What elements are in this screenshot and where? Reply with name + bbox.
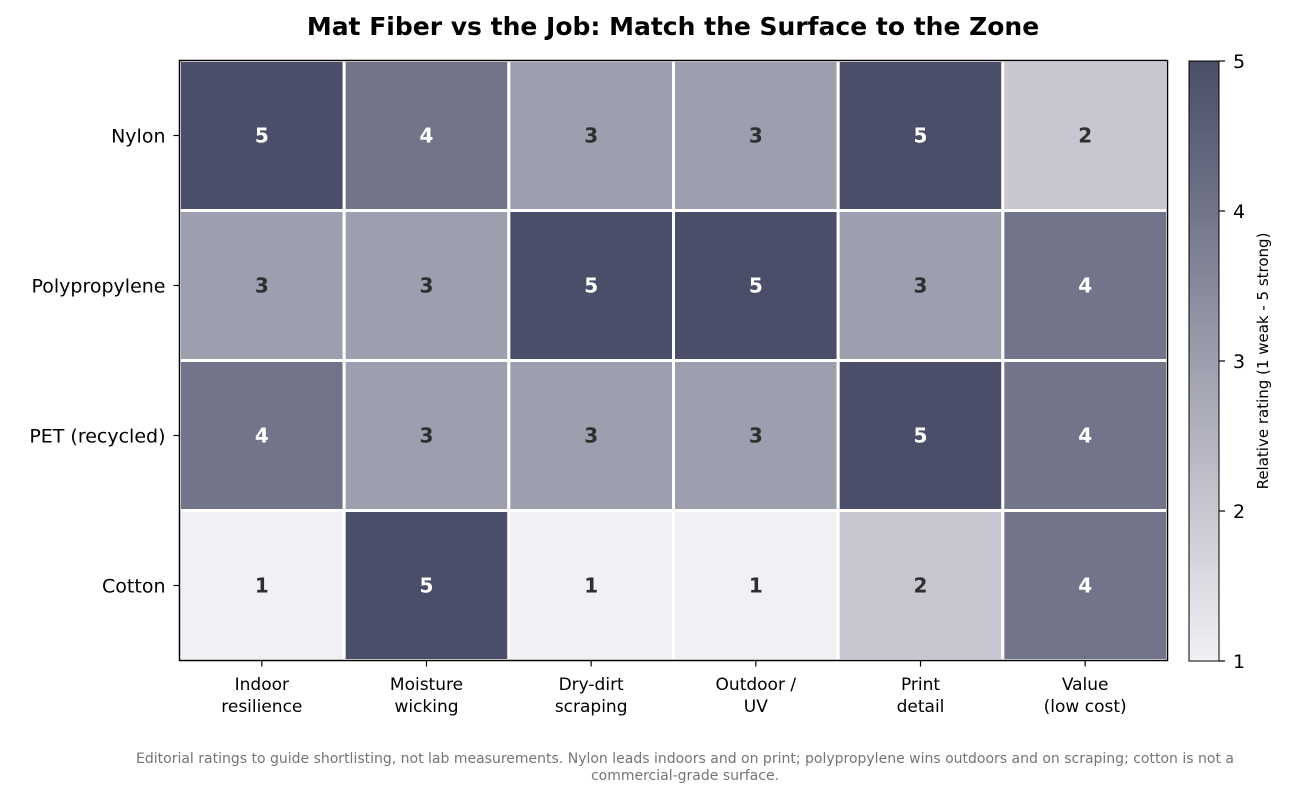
cell-value-label: 5	[255, 124, 269, 148]
cell-value-label: 3	[749, 424, 763, 448]
heatmap-cell	[1001, 209, 1169, 362]
colorbar-tick-label: 3	[1233, 351, 1245, 373]
y-axis-ticks: Nylon Polypropylene PET (recycled) Cotton	[29, 126, 180, 598]
y-tick-label: PET (recycled)	[29, 426, 165, 448]
cell-value-label: 3	[749, 124, 763, 148]
cell-value-label: 3	[255, 274, 269, 298]
cell-value-label: 5	[749, 274, 763, 298]
cell-value-label: 3	[584, 424, 598, 448]
cell-value-label: 1	[584, 574, 598, 598]
heatmap-cell	[342, 59, 511, 212]
heatmap-cell	[672, 359, 840, 512]
colorbar-ticks: 1 2 3 4 5	[1219, 51, 1245, 673]
heatmap-cell	[1001, 59, 1169, 212]
x-tick-label: resilience	[221, 697, 302, 717]
chart-title: Mat Fiber vs the Job: Match the Surface …	[307, 12, 1039, 41]
y-tick-label: Polypropylene	[31, 276, 165, 298]
y-tick-label: Nylon	[111, 126, 165, 148]
cell-value-label: 5	[584, 274, 598, 298]
cell-value-label: 2	[1078, 124, 1092, 148]
cell-value-label: 3	[914, 274, 928, 298]
heatmap-cell	[672, 209, 840, 362]
colorbar-label: Relative rating (1 weak - 5 strong)	[1254, 233, 1272, 490]
colorbar-tick-label: 1	[1233, 651, 1245, 673]
caption-line-1: Editorial ratings to guide shortlisting,…	[136, 751, 1234, 767]
x-tick-label: (low cost)	[1044, 697, 1127, 717]
colorbar-tick-label: 5	[1233, 51, 1245, 73]
x-tick-label: wicking	[394, 697, 458, 717]
cell-value-label: 4	[255, 424, 269, 448]
cell-value-label: 4	[1078, 274, 1092, 298]
heatmap-cell	[836, 359, 1005, 512]
colorbar	[1188, 60, 1220, 662]
heatmap-cell	[342, 509, 511, 662]
x-tick-label: Outdoor /	[716, 675, 797, 695]
colorbar-tick-label: 2	[1233, 501, 1245, 523]
cell-value-label: 2	[914, 574, 928, 598]
cell-value-label: 4	[420, 124, 434, 148]
heatmap-cell	[1001, 359, 1169, 512]
cell-value-label: 4	[1078, 424, 1092, 448]
cell-value-label: 3	[584, 124, 598, 148]
caption-line-2: commercial-grade surface.	[591, 768, 779, 784]
heatmap-cell	[178, 509, 346, 662]
heatmap-cell	[342, 209, 511, 362]
heatmap-cell	[672, 509, 840, 662]
x-tick-label: scraping	[555, 697, 628, 717]
x-tick-label: Moisture	[390, 675, 463, 695]
x-tick-label: Print	[901, 675, 940, 695]
cell-value-label: 4	[1078, 574, 1092, 598]
x-tick-label: Value	[1062, 675, 1109, 695]
cell-value-label: 3	[420, 274, 434, 298]
cell-value-label: 1	[255, 574, 269, 598]
x-tick-label: detail	[897, 697, 945, 717]
x-tick-label: Dry-dirt	[559, 675, 624, 695]
heatmap-cell	[178, 59, 346, 212]
colorbar-tick-label: 4	[1233, 201, 1245, 223]
heatmap-cell	[836, 509, 1005, 662]
cell-value-label: 5	[914, 124, 928, 148]
cell-value-label: 5	[420, 574, 434, 598]
cell-value-label: 3	[420, 424, 434, 448]
x-tick-label: Indoor	[235, 675, 289, 695]
heatmap-cell	[342, 359, 511, 512]
plot-frame	[178, 59, 1169, 662]
y-tick-label: Cotton	[102, 576, 165, 598]
cell-value-label: 1	[749, 574, 763, 598]
cell-value-label: 5	[914, 424, 928, 448]
heatmap-cell	[507, 509, 676, 662]
heatmap-cells: 5 4 3 3 5 2 3 3 5 5 3 4 4 3 3 3 5 4 1 5 1 1 2 4	[178, 59, 1169, 662]
x-tick-label: UV	[744, 697, 768, 717]
